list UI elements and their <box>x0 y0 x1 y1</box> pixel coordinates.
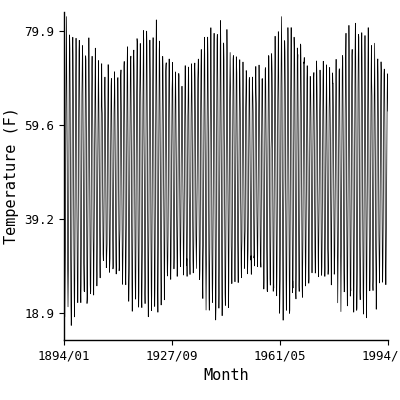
X-axis label: Month: Month <box>203 368 249 383</box>
Y-axis label: Temperature (F): Temperature (F) <box>4 108 19 244</box>
